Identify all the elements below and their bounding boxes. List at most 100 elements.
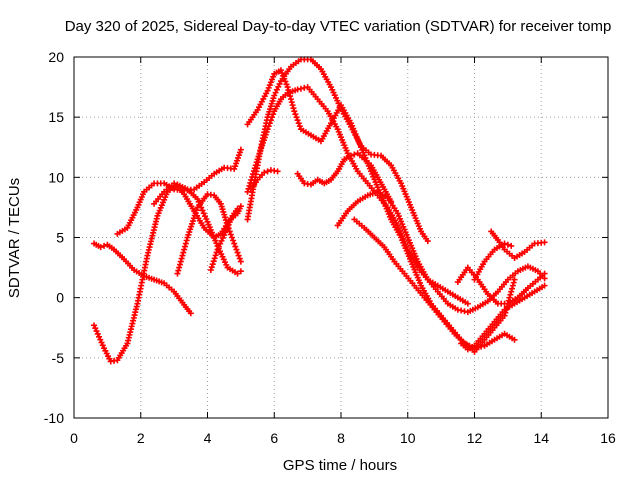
plot-frame: [73, 56, 609, 419]
data-point: [181, 246, 188, 253]
data-point: [458, 307, 465, 314]
data-point: [270, 111, 277, 118]
data-point: [97, 244, 104, 251]
data-point: [228, 234, 235, 241]
data-point: [237, 258, 244, 265]
data-point: [251, 165, 258, 172]
data-point: [237, 203, 244, 210]
x-tick-label: 8: [337, 430, 345, 446]
y-tick-label: 15: [48, 109, 64, 125]
y-tick-label: -10: [44, 410, 64, 426]
data-point: [424, 238, 431, 245]
data-point: [294, 86, 301, 93]
data-point: [291, 108, 298, 115]
data-point: [508, 288, 515, 295]
data-point: [101, 242, 108, 249]
data-point: [236, 255, 243, 262]
data-point: [277, 67, 284, 74]
data-point: [296, 123, 303, 130]
data-point: [183, 237, 190, 244]
data-point: [508, 242, 515, 249]
data-point: [266, 82, 273, 89]
data-point: [234, 249, 241, 256]
y-tick-label: -5: [52, 350, 65, 366]
data-point: [249, 174, 256, 181]
data-point: [182, 240, 189, 247]
data-point: [233, 246, 240, 253]
x-tick-label: 12: [467, 430, 483, 446]
y-tick-label: 0: [56, 290, 64, 306]
data-point: [511, 336, 518, 343]
data-point: [264, 126, 271, 133]
data-point: [211, 255, 218, 262]
data-point: [293, 114, 300, 121]
data-point: [289, 102, 296, 109]
data-point: [288, 99, 295, 106]
data-point: [501, 240, 508, 247]
data-point: [511, 276, 518, 283]
data-series: [458, 282, 548, 353]
data-series: [91, 240, 194, 317]
data-point: [264, 168, 271, 175]
data-point: [237, 146, 244, 153]
data-point: [507, 291, 514, 298]
data-point: [510, 279, 517, 286]
data-point: [248, 176, 255, 183]
x-tick-label: 14: [533, 430, 549, 446]
data-point: [212, 252, 219, 259]
data-point: [179, 252, 186, 259]
data-point: [301, 84, 308, 91]
data-point: [541, 239, 548, 246]
data-point: [267, 79, 274, 86]
data-point: [461, 308, 468, 315]
x-tick-label: 16: [600, 430, 616, 446]
data-point: [234, 270, 241, 277]
y-tick-label: 5: [56, 230, 64, 246]
data-point: [348, 152, 355, 159]
data-point: [294, 117, 301, 124]
data-point: [187, 310, 194, 317]
data-point: [250, 168, 257, 175]
data-point: [292, 111, 299, 118]
data-point: [280, 72, 287, 79]
data-point: [252, 162, 259, 169]
data-point: [266, 120, 273, 127]
data-point: [509, 285, 516, 292]
data-point: [230, 237, 237, 244]
data-series: [294, 150, 395, 205]
data-point: [541, 282, 548, 289]
data-point: [351, 151, 358, 158]
x-tick-label: 10: [400, 430, 416, 446]
data-point: [253, 159, 260, 166]
data-series: [244, 84, 471, 307]
data-series: [207, 203, 244, 273]
data-point: [267, 117, 274, 124]
data-point: [208, 264, 215, 271]
x-tick-label: 0: [70, 430, 78, 446]
data-point: [180, 249, 187, 256]
data-point: [284, 84, 291, 91]
data-point: [269, 76, 276, 83]
data-point: [210, 258, 217, 265]
data-point: [265, 84, 272, 91]
data-point: [269, 114, 276, 121]
data-point: [474, 344, 481, 351]
data-point: [290, 105, 297, 112]
data-point: [261, 169, 268, 176]
x-tick-label: 2: [137, 430, 145, 446]
data-point: [213, 249, 220, 256]
data-point: [176, 264, 183, 271]
data-point: [181, 243, 188, 250]
data-point: [244, 188, 251, 195]
data-point: [506, 294, 513, 301]
data-point: [509, 282, 516, 289]
data-series: [334, 188, 548, 316]
data-point: [231, 240, 238, 247]
data-point: [175, 267, 182, 274]
data-series: [471, 240, 515, 283]
data-point: [478, 343, 485, 350]
x-tick-label: 4: [204, 430, 212, 446]
data-point: [283, 81, 290, 88]
data-point: [178, 255, 185, 262]
data-series: [247, 167, 281, 193]
